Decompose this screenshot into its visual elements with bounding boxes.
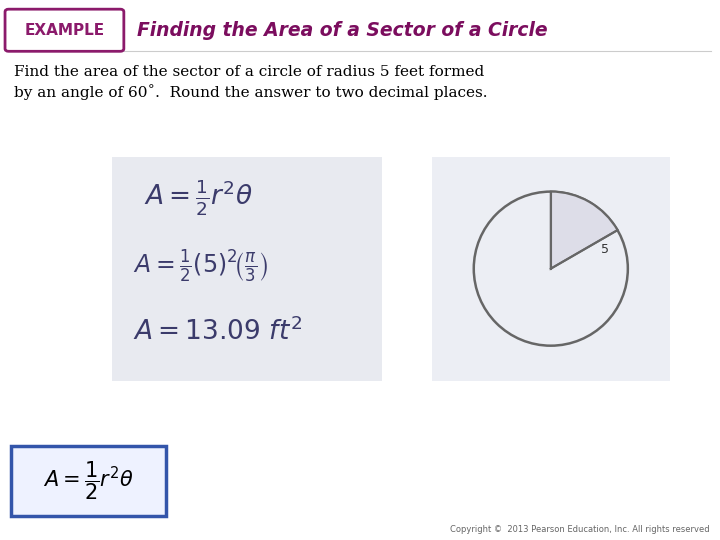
FancyBboxPatch shape — [5, 9, 124, 51]
Text: Finding the Area of a Sector of a Circle: Finding the Area of a Sector of a Circle — [137, 21, 547, 40]
Wedge shape — [551, 192, 618, 269]
Text: by an angle of 60˚.  Round the answer to two decimal places.: by an angle of 60˚. Round the answer to … — [14, 84, 488, 99]
Text: $A = \frac{1}{2}r^2\theta$: $A = \frac{1}{2}r^2\theta$ — [144, 178, 253, 218]
Text: Copyright ©  2013 Pearson Education, Inc. All rights reserved: Copyright © 2013 Pearson Education, Inc.… — [449, 524, 709, 534]
Text: $A = \frac{1}{2}(5)^2\!\left(\frac{\pi}{3}\right)$: $A = \frac{1}{2}(5)^2\!\left(\frac{\pi}{… — [133, 248, 269, 285]
FancyBboxPatch shape — [11, 446, 166, 516]
Text: $A = 13.09\ ft^2$: $A = 13.09\ ft^2$ — [133, 317, 302, 346]
Text: Find the area of the sector of a circle of radius 5 feet formed: Find the area of the sector of a circle … — [14, 65, 485, 79]
FancyBboxPatch shape — [112, 157, 382, 381]
FancyBboxPatch shape — [432, 157, 670, 381]
Text: 5: 5 — [600, 243, 608, 256]
Text: EXAMPLE: EXAMPLE — [24, 23, 105, 38]
Text: $A = \dfrac{1}{2}r^2\theta$: $A = \dfrac{1}{2}r^2\theta$ — [42, 460, 134, 502]
